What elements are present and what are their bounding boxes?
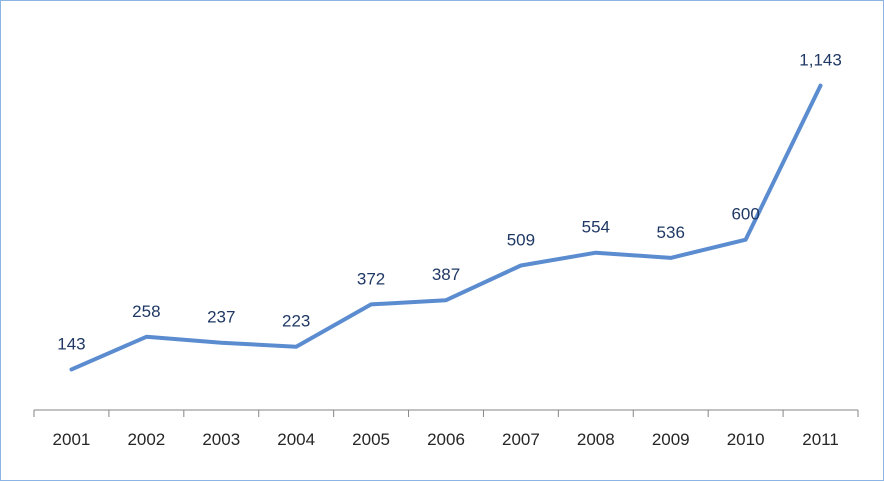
x-tick-label-2006: 2006 bbox=[427, 430, 465, 449]
data-label-2011: 1,143 bbox=[799, 51, 842, 70]
data-label-2006: 387 bbox=[432, 265, 460, 284]
x-tick-label-layer: 2001 2002 2003 2004 2005 2006 2007 2008 2009 2010… bbox=[53, 430, 839, 449]
data-label-2004: 223 bbox=[282, 312, 310, 331]
x-axis bbox=[33, 409, 859, 417]
data-label-2005: 372 bbox=[357, 269, 385, 288]
data-label-layer: 143 258 237 223 372 387 509 554 536 600 1,143 bbox=[57, 51, 842, 354]
series-line-layer bbox=[69, 83, 823, 372]
x-tick-label-2005: 2005 bbox=[352, 430, 390, 449]
data-label-2008: 554 bbox=[582, 218, 610, 237]
x-tick-label-2003: 2003 bbox=[202, 430, 240, 449]
data-label-2002: 258 bbox=[132, 302, 160, 321]
x-tick-label-2009: 2009 bbox=[652, 430, 690, 449]
x-tick-label-2001: 2001 bbox=[53, 430, 91, 449]
x-tick-label-2002: 2002 bbox=[127, 430, 165, 449]
data-label-2010: 600 bbox=[731, 205, 759, 224]
x-tick-label-2004: 2004 bbox=[277, 430, 315, 449]
x-tick-label-2008: 2008 bbox=[577, 430, 615, 449]
data-label-2003: 237 bbox=[207, 308, 235, 327]
data-label-2001: 143 bbox=[57, 334, 85, 353]
x-tick-label-2010: 2010 bbox=[727, 430, 765, 449]
series-line bbox=[69, 83, 823, 372]
x-tick-label-2011: 2011 bbox=[802, 430, 839, 449]
data-label-2007: 509 bbox=[507, 231, 535, 250]
x-tick-label-2007: 2007 bbox=[502, 430, 540, 449]
data-label-2009: 536 bbox=[657, 223, 685, 242]
